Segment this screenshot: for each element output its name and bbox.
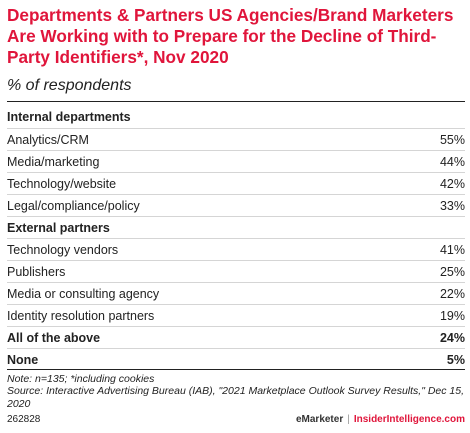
brand-line: eMarketer | InsiderIntelligence.com [296,412,465,428]
row-label: Technology/website [7,177,117,191]
section-label: Internal departments [7,110,131,124]
row-label: Analytics/CRM [7,133,89,147]
table-bottom-rule [7,369,465,370]
section-label: External partners [7,221,110,235]
chart-subtitle: % of respondents [7,77,132,94]
chart-id: 262828 [7,414,41,425]
table-section-header: Internal departments [7,106,465,128]
data-table: Internal departments Analytics/CRM 55% Medi… [7,106,465,370]
table-row: Analytics/CRM 55% [7,128,465,150]
chart-title: Departments & Partners US Agencies/Brand… [7,5,454,67]
brand-separator: | [347,414,350,425]
row-value: 42% [439,177,465,191]
row-label: All of the above [7,331,101,345]
row-value: 55% [439,133,465,147]
row-value: 24% [439,331,465,345]
table-row: Technology/website 42% [7,172,465,194]
row-value: 5% [446,353,465,367]
row-label: Media/marketing [7,155,100,169]
row-label: Legal/compliance/policy [7,199,140,213]
row-value: 25% [439,265,465,279]
row-label: Technology vendors [7,243,119,257]
row-value: 41% [439,243,465,257]
row-value: 19% [439,309,465,323]
row-value: 44% [439,155,465,169]
table-row: Publishers 25% [7,260,465,282]
table-row: Media/marketing 44% [7,150,465,172]
notes-block: Note: n=135; *including cookies Source: … [7,373,465,410]
row-value: 33% [439,199,465,213]
table-row: Legal/compliance/policy 33% [7,194,465,216]
table-section-header: External partners [7,216,465,238]
brand-insider-intelligence: InsiderIntelligence.com [353,414,465,425]
source-text: Source: Interactive Advertising Bureau (… [7,385,465,410]
row-label: Publishers [7,265,66,279]
row-value: 22% [439,287,465,301]
table-top-rule [7,101,465,102]
table-row: None 5% [7,348,465,370]
footer: 262828 eMarketer | InsiderIntelligence.com [7,412,465,428]
brand-emarketer: eMarketer [295,414,344,425]
table-row: Identity resolution partners 19% [7,304,465,326]
row-label: None [7,353,39,367]
row-label: Identity resolution partners [7,309,155,323]
row-label: Media or consulting agency [7,287,160,301]
note-text: Note: n=135; *including cookies [7,373,155,385]
table-row: Technology vendors 41% [7,238,465,260]
table-row: All of the above 24% [7,326,465,348]
table-row: Media or consulting agency 22% [7,282,465,304]
